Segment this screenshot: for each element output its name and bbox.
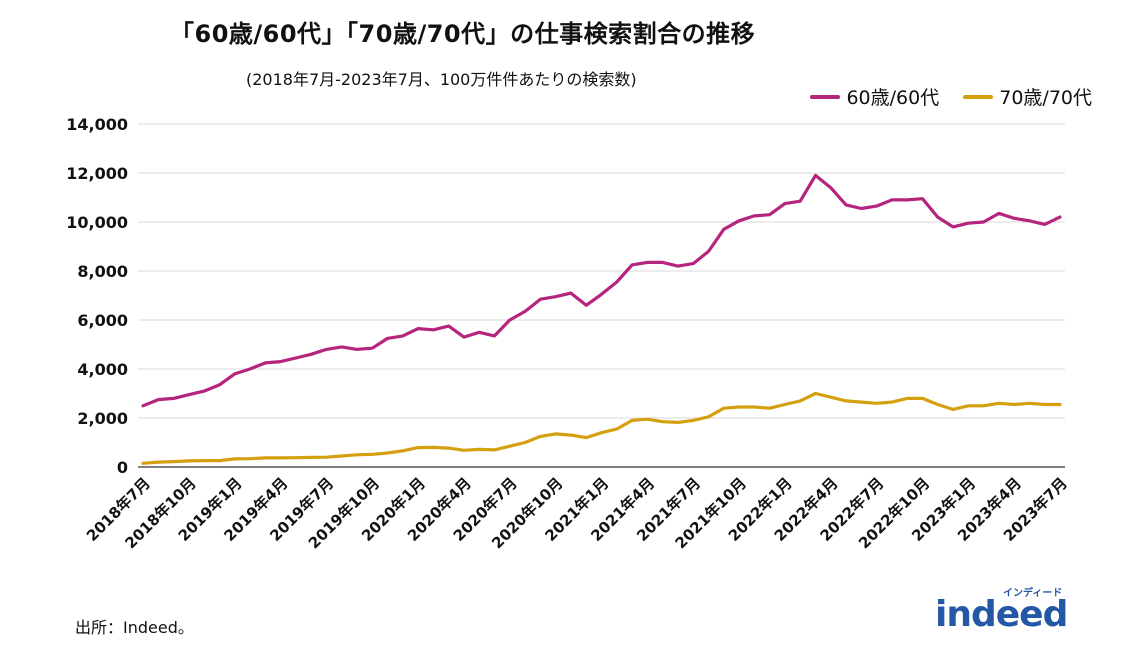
chart-title: 「60歳/60代」「70歳/70代」の仕事検索割合の推移 (170, 20, 756, 48)
source-note: 出所：Indeed。 (75, 618, 194, 637)
legend-label-70: 70歳/70代 (999, 87, 1092, 109)
y-tick-label: 8,000 (77, 262, 128, 281)
legend-swatch-60 (810, 94, 841, 99)
y-tick-label: 0 (117, 458, 128, 477)
y-tick-label: 2,000 (77, 409, 128, 428)
legend-item-70: 70歳/70代 (963, 83, 1092, 110)
series-line-60 (141, 173, 1062, 408)
y-tick-label: 10,000 (66, 213, 128, 232)
logo-kana: インディード (1003, 588, 1063, 599)
series-line-70 (141, 391, 1062, 465)
indeed-logo: インディード indeed (935, 586, 1085, 636)
logo-word: indeed (935, 594, 1068, 635)
y-tick-label: 12,000 (66, 164, 128, 183)
legend: 60歳/60代 70歳/70代 (810, 83, 1092, 110)
y-tick-label: 6,000 (77, 311, 128, 330)
legend-label-60: 60歳/60代 (846, 87, 940, 109)
legend-swatch-70 (963, 94, 994, 99)
y-tick-label: 14,000 (66, 115, 128, 134)
legend-item-60: 60歳/60代 (810, 83, 939, 110)
chart-subtitle: (2018年7月-2023年7月、100万件件あたりの検索数) (246, 70, 637, 89)
y-tick-label: 4,000 (77, 360, 128, 379)
